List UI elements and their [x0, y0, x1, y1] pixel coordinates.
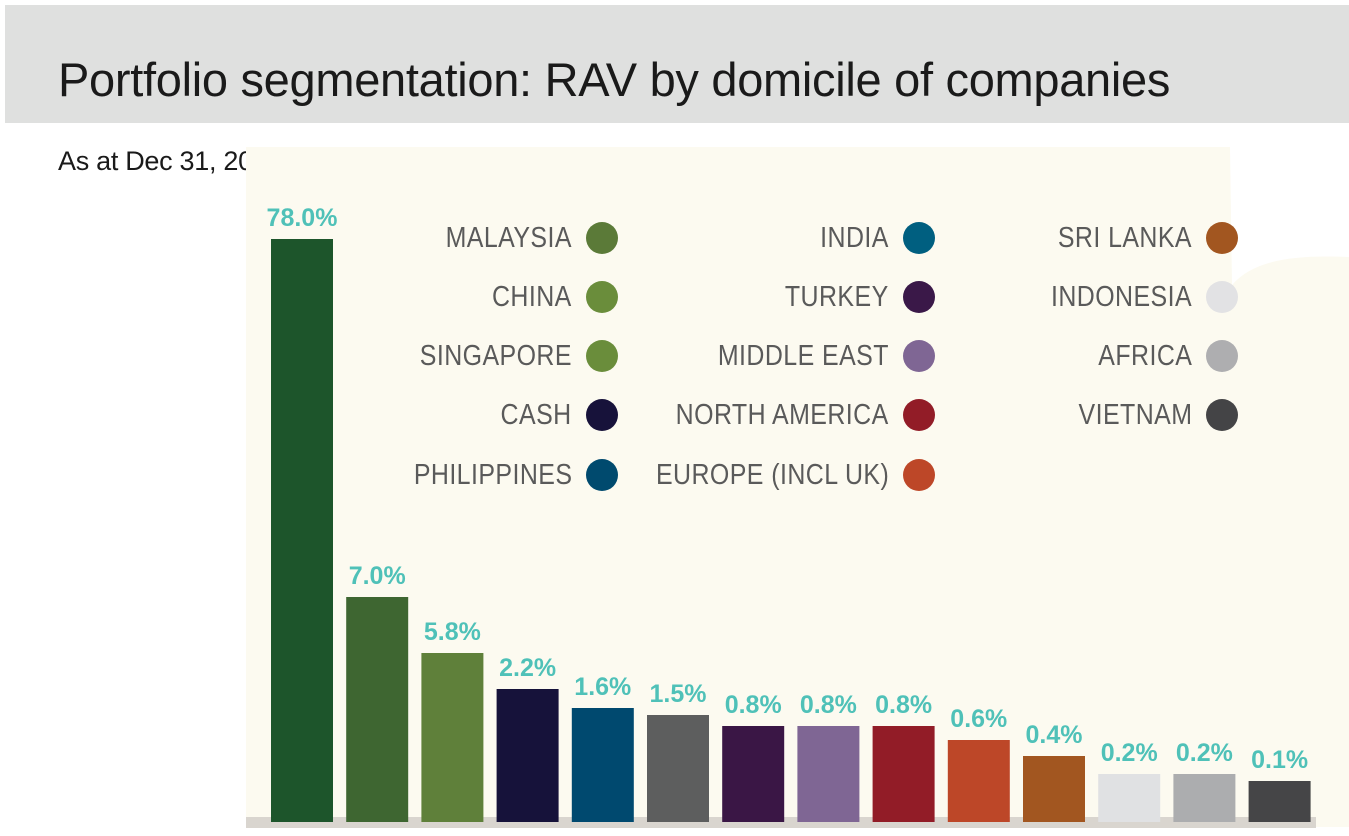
legend-label: AFRICA [1097, 339, 1192, 372]
legend-swatch-icon [903, 459, 935, 491]
legend-label: NORTH AMERICA [676, 398, 889, 431]
data-label: 1.5% [650, 680, 707, 708]
bar-turkey [722, 726, 785, 822]
legend-item: INDONESIA [1028, 277, 1238, 317]
legend-swatch-icon [586, 340, 618, 372]
data-label: 7.0% [349, 562, 406, 590]
legend-label: VIETNAM [1078, 398, 1192, 431]
legend-swatch-icon [903, 281, 935, 313]
legend-swatch-icon [586, 281, 618, 313]
bar-indonesia [1098, 774, 1161, 822]
bar-malaysia [271, 239, 333, 822]
data-label: 5.8% [424, 618, 481, 646]
legend-item: NORTH AMERICA [641, 395, 935, 435]
bar-singapore [421, 653, 484, 822]
legend-item: SRI LANKA [1036, 218, 1238, 258]
data-label: 0.2% [1101, 739, 1158, 767]
legend-item: EUROPE (INCL UK) [618, 455, 935, 495]
legend-item: TURKEY [768, 277, 935, 317]
legend-item: MALAYSIA [425, 218, 618, 258]
legend-label: MIDDLE EAST [717, 339, 889, 372]
bar-philippines [571, 708, 634, 822]
legend-swatch-icon [586, 459, 618, 491]
bar-africa [1173, 774, 1236, 822]
legend-item: PHILIPPINES [388, 455, 618, 495]
panel-corner-cutout [1230, 147, 1349, 285]
legend-label: SINGAPORE [419, 339, 572, 372]
legend-swatch-icon [1206, 340, 1238, 372]
bar-cash [496, 689, 559, 822]
legend-label: CASH [500, 398, 572, 431]
data-label: 0.8% [725, 691, 782, 719]
legend-item: INDIA [809, 218, 935, 258]
legend-label: SRI LANKA [1057, 221, 1192, 254]
legend-item: SINGAPORE [395, 336, 618, 376]
legend-label: EUROPE (INCL UK) [655, 458, 889, 491]
legend-item: CHINA [479, 277, 618, 317]
bar-sri-lanka [1023, 756, 1085, 822]
legend-label: TURKEY [785, 280, 889, 313]
data-label: 0.6% [950, 705, 1007, 733]
data-label: 1.6% [574, 673, 631, 701]
legend-label: CHINA [492, 280, 572, 313]
legend-item: MIDDLE EAST [690, 336, 935, 376]
legend-item: VIETNAM [1060, 395, 1238, 435]
bar-middle-east [797, 726, 860, 822]
data-label: 0.8% [800, 691, 857, 719]
legend-swatch-icon [586, 222, 618, 254]
legend-swatch-icon [903, 399, 935, 431]
legend-swatch-icon [586, 399, 618, 431]
legend-swatch-icon [1206, 399, 1238, 431]
bar-europe-incl-uk- [947, 740, 1010, 822]
data-label: 0.2% [1176, 739, 1233, 767]
baseline [246, 817, 1316, 828]
chart-subtitle: As at Dec 31, 2017 [58, 146, 283, 176]
legend-label: INDONESIA [1050, 280, 1192, 313]
data-label: 0.4% [1026, 721, 1083, 749]
data-label: 0.1% [1251, 746, 1308, 774]
bar-india [647, 715, 709, 822]
legend-swatch-icon [1206, 281, 1238, 313]
legend-swatch-icon [903, 340, 935, 372]
legend-item: AFRICA [1083, 336, 1238, 376]
chart-title: Portfolio segmentation: RAV by domicile … [58, 53, 1171, 106]
legend-item: CASH [489, 395, 618, 435]
bar-north-america [872, 726, 935, 822]
data-label: 78.0% [267, 204, 338, 232]
data-label: 2.2% [499, 654, 556, 682]
legend-label: PHILIPPINES [413, 458, 572, 491]
title-band [5, 5, 1349, 123]
legend-swatch-icon [1206, 222, 1238, 254]
legend-label: MALAYSIA [445, 221, 572, 254]
legend-swatch-icon [903, 222, 935, 254]
bar-vietnam [1248, 781, 1311, 822]
bar-china [346, 597, 409, 822]
data-label: 0.8% [875, 691, 932, 719]
legend-label: INDIA [820, 221, 889, 254]
